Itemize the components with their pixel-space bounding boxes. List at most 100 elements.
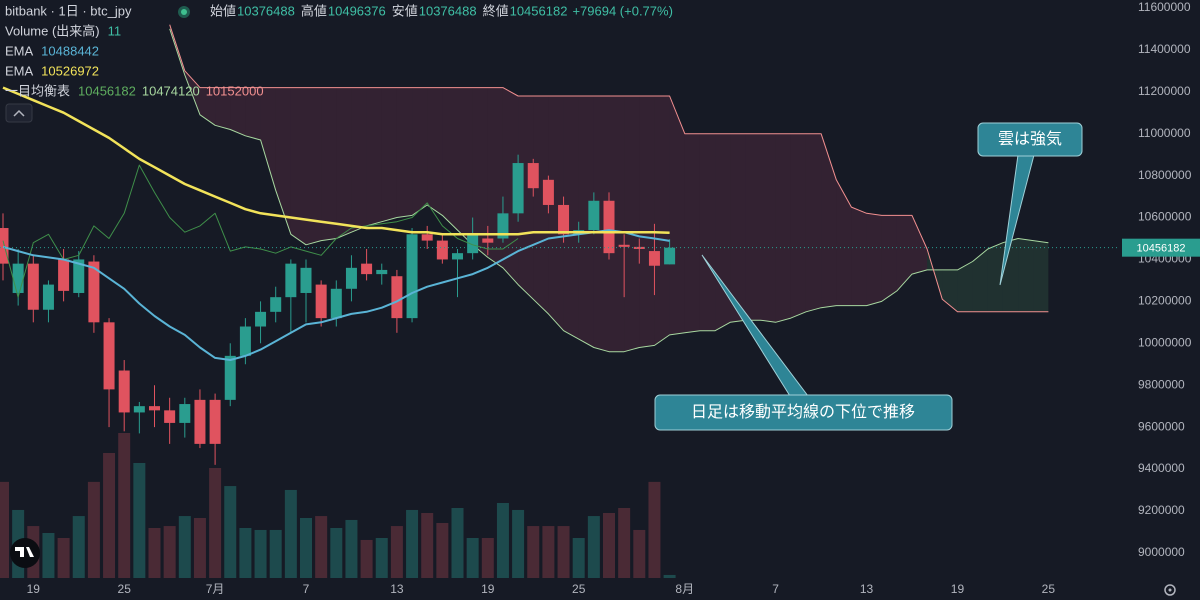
span-b-line: [169, 24, 1049, 313]
candle-body: [12, 263, 24, 293]
cloud-segment: [351, 87, 367, 233]
cloud-segment: [775, 133, 791, 323]
cloud-segment: [866, 213, 882, 306]
logo[interactable]: [10, 538, 40, 568]
candle-body: [588, 200, 600, 231]
cloud-segment: [199, 87, 216, 126]
settings-dot: [1168, 588, 1172, 592]
candle-body: [149, 406, 160, 411]
candle-body: [391, 276, 403, 319]
cloud-segment: [836, 179, 852, 306]
y-tick-label: 11000000: [1138, 126, 1191, 140]
annotation: 雲は強気: [998, 130, 1062, 148]
volume-bar: [254, 529, 267, 578]
volume-bar: [375, 538, 388, 578]
candle-body: [164, 410, 176, 423]
candle-body: [345, 267, 357, 289]
candle-body: [118, 370, 130, 413]
legend-label: EMA: [5, 63, 34, 78]
cloud-segment: [684, 133, 700, 333]
candle-body: [330, 288, 342, 319]
volume-bar: [178, 516, 191, 578]
candle-body: [648, 251, 660, 266]
cloud-segment: [699, 133, 716, 331]
volume-bar: [390, 526, 403, 578]
cloud-segment: [942, 269, 958, 312]
volume-bar: [587, 516, 600, 578]
volume-bar: [72, 516, 85, 578]
candle-body: [103, 322, 115, 390]
x-tick-label: 19: [951, 582, 965, 596]
cloud-segment: [321, 87, 337, 241]
volume-bar: [284, 489, 297, 578]
legend-value: 10526972: [41, 63, 99, 78]
legend-value: 10474120: [142, 83, 200, 98]
volume-bar: [87, 481, 100, 578]
cloud-segment: [275, 87, 291, 235]
volume-bar: [648, 481, 661, 578]
cloud-segment: [412, 87, 428, 216]
settings-icon[interactable]: [1164, 584, 1176, 596]
annotation: 日足は移動平均線の下位で推移: [691, 403, 915, 421]
cloud-segment: [366, 87, 382, 226]
x-tick-label: 25: [118, 582, 132, 596]
y-tick-label: 9800000: [1138, 377, 1185, 391]
candle-body: [633, 246, 645, 249]
candle-body: [224, 355, 236, 400]
volume-bar: [633, 529, 646, 578]
last-price-label: 10456182: [1137, 243, 1186, 255]
cloud-segment: [821, 133, 837, 308]
legend-label: 安値: [392, 3, 418, 18]
cloud-segment: [215, 87, 231, 130]
volume-bar: [269, 529, 282, 578]
legend-value: 10456182: [78, 83, 136, 98]
volume-bar: [148, 528, 161, 578]
candle-body: [376, 269, 388, 275]
volume-bar: [603, 513, 615, 578]
cloud-segment: [760, 133, 776, 323]
collapse-button[interactable]: [5, 103, 33, 123]
candle-body: [482, 238, 494, 243]
volume-bar: [330, 528, 343, 578]
cloud-segment: [306, 87, 322, 245]
x-tick-label: 25: [572, 582, 586, 596]
volume-bar: [451, 508, 464, 578]
volume-bar: [345, 519, 358, 578]
cloud-segment: [669, 95, 685, 335]
logo-mark: [15, 547, 34, 557]
y-tick-label: 10000000: [1138, 335, 1192, 349]
candle-body: [421, 234, 433, 241]
cloud-segment: [896, 215, 912, 291]
candle-body: [512, 163, 524, 214]
volume-bar: [527, 526, 540, 578]
volume-bar: [0, 481, 9, 578]
candle-body: [300, 267, 312, 293]
cloud-segment: [533, 95, 549, 314]
x-tick-label: 25: [1042, 582, 1056, 596]
volume-bar: [315, 516, 328, 578]
cloud-segment: [1018, 238, 1034, 312]
cloud-segment: [639, 95, 655, 348]
y-tick-label: 11600000: [1138, 0, 1191, 14]
y-tick-label: 11200000: [1138, 84, 1191, 98]
candle-body: [27, 263, 39, 310]
callout-box: [654, 394, 953, 431]
cloud-segment: [442, 87, 458, 231]
volume-bar: [239, 528, 252, 578]
x-tick-label: 7月: [206, 582, 225, 596]
cloud-segment: [805, 133, 822, 312]
candle-body: [239, 326, 251, 356]
candle-body: [664, 247, 676, 265]
legend-label: Volume (出来高): [5, 23, 100, 38]
legend-label: 終値: [483, 3, 509, 18]
volume-bar: [436, 523, 449, 578]
cloud-segment: [957, 261, 973, 312]
volume-bar: [360, 539, 373, 578]
candle-body: [179, 404, 191, 423]
volume-bar: [496, 503, 509, 578]
cloud-segment: [624, 95, 640, 352]
volume-bar: [406, 509, 419, 578]
candle-body: [467, 234, 479, 254]
